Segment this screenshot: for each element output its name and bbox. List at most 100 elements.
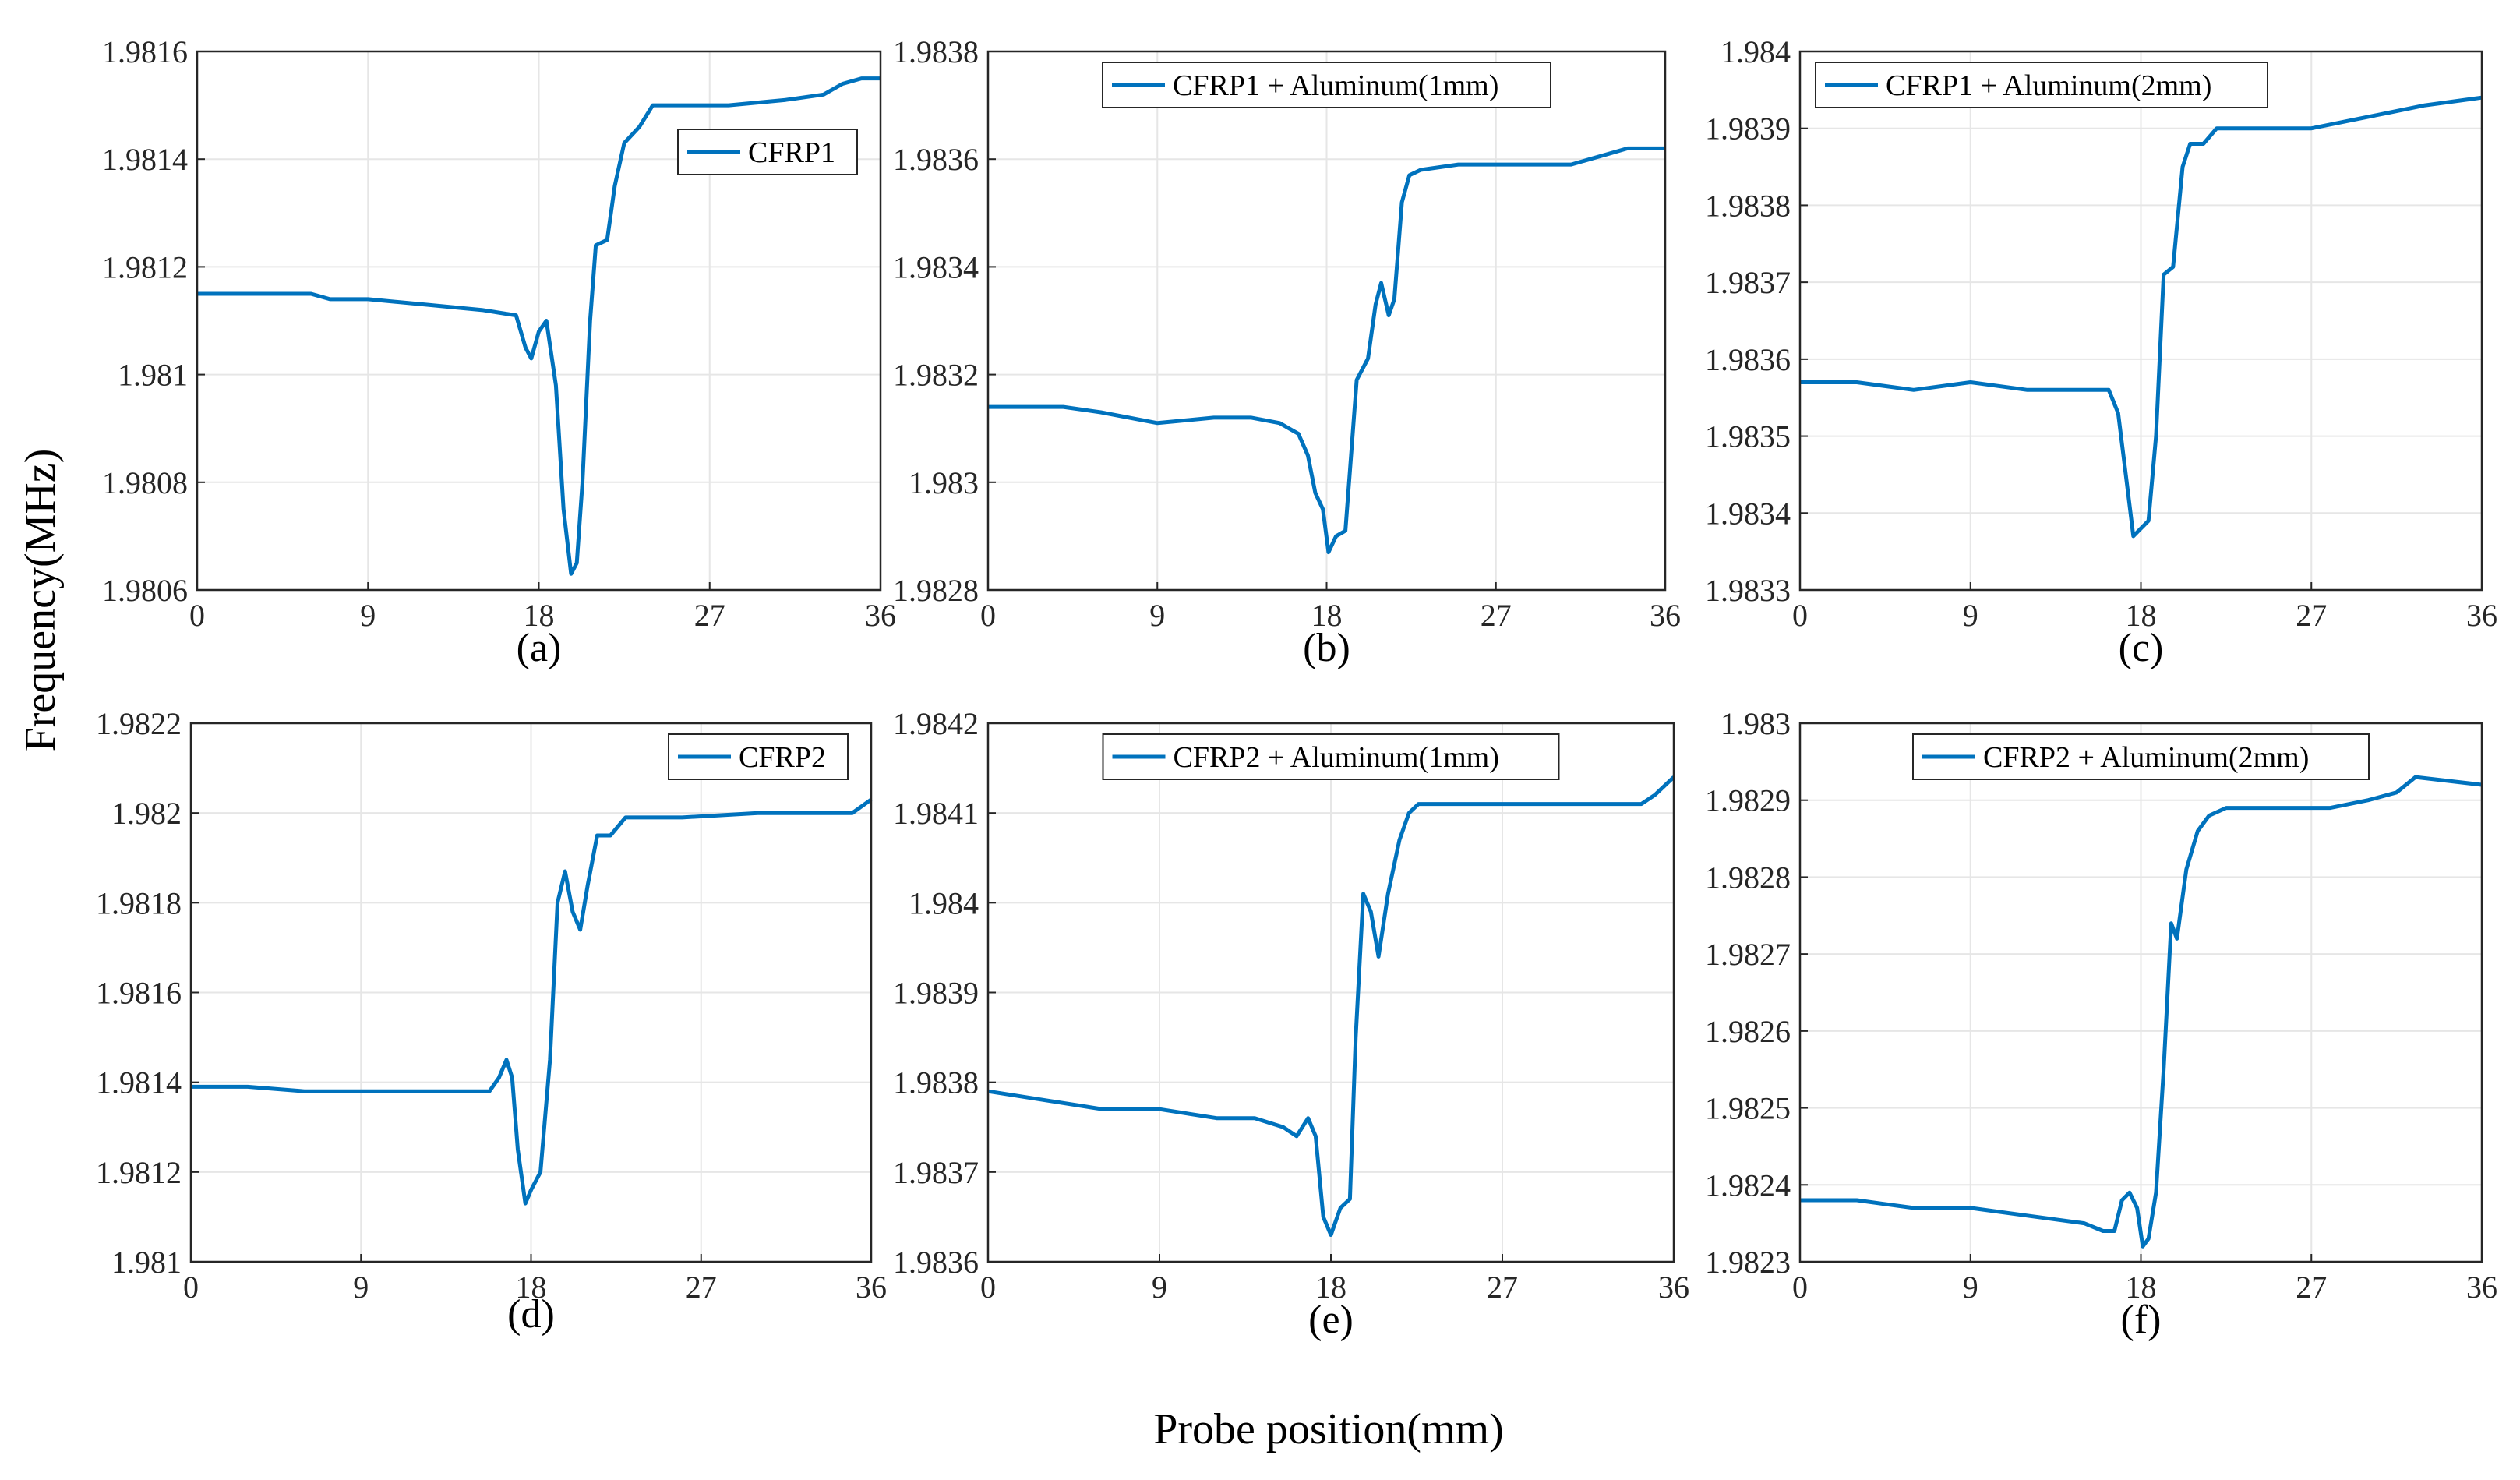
x-tick-label: 18 [516,1270,547,1305]
y-tick-label: 1.981 [118,358,188,393]
y-tick-label: 1.9808 [102,465,188,500]
x-tick-label: 18 [524,598,555,633]
legend: CFRP1 + Aluminum(1mm) [1102,62,1551,108]
x-tick-label: 18 [1311,598,1343,633]
y-tick-label: 1.9839 [893,976,979,1011]
y-tick-label: 1.983 [1721,706,1791,741]
x-tick-label: 27 [2296,1270,2327,1305]
x-tick-label: 9 [1152,1270,1167,1305]
x-tick-label: 9 [1149,598,1165,633]
x-tick-label: 27 [686,1270,717,1305]
legend-entry: CFRP2 + Aluminum(2mm) [1983,741,2309,774]
y-tick-label: 1.9812 [96,1155,182,1190]
y-tick-label: 1.9828 [1705,860,1791,895]
x-tick-label: 0 [183,1270,199,1305]
y-tick-label: 1.9838 [893,1065,979,1100]
y-tick-label: 1.9836 [1705,342,1791,377]
y-tick-label: 1.9823 [1705,1245,1791,1280]
legend-entry: CFRP1 + Aluminum(2mm) [1886,69,2211,102]
panel-a: 0 9 18 27 36 1.9806 1.9808 1.981 1.9812 1.9814 1.9… [102,34,896,670]
y-tick-label: 1.9841 [893,796,979,831]
y-tick-label: 1.9836 [893,1245,979,1280]
x-tick-label: 27 [694,598,725,633]
y-tick-label: 1.9814 [102,142,188,177]
panel-label: (e) [1308,1298,1354,1342]
y-tick-label: 1.984 [1721,34,1791,69]
legend: CFRP2 + Aluminum(2mm) [1912,733,2370,780]
y-tick-label: 1.984 [909,885,979,920]
y-tick-label: 1.9837 [1705,265,1791,300]
x-axis-title: Probe position(mm) [1153,1405,1504,1454]
y-tick-label: 1.9806 [102,573,188,608]
y-tick-label: 1.9826 [1705,1014,1791,1049]
y-tick-label: 1.9834 [1705,496,1791,531]
legend-entry: CFRP1 + Aluminum(1mm) [1173,69,1498,102]
y-tick-label: 1.982 [111,796,182,831]
y-tick-label: 1.9832 [893,358,979,393]
y-tick-label: 1.9838 [893,34,979,69]
x-tick-label: 36 [2466,598,2497,633]
x-tick-label: 0 [980,1270,996,1305]
y-tick-label: 1.983 [909,465,979,500]
panel-label: (f) [2121,1298,2162,1342]
y-tick-label: 1.9836 [893,142,979,177]
x-tick-label: 18 [1315,1270,1346,1305]
y-tick-label: 1.9816 [96,976,182,1011]
series-line [1800,95,2483,539]
panels: 0 9 18 27 36 1.9806 1.9808 1.981 1.9812 1.9814 1.9… [96,34,2497,1342]
series-line [191,797,873,1206]
x-tick-label: 36 [1650,598,1681,633]
y-tick-label: 1.9814 [96,1065,182,1100]
x-tick-label: 27 [1487,1270,1518,1305]
x-tick-label: 9 [1963,1270,1978,1305]
x-tick-label: 9 [360,598,376,633]
x-tick-label: 0 [1792,598,1808,633]
y-tick-label: 1.9822 [96,706,182,741]
y-tick-label: 1.9839 [1705,111,1791,147]
y-tick-label: 1.9818 [96,885,182,920]
y-tick-label: 1.9825 [1705,1091,1791,1126]
y-tick-label: 1.9828 [893,573,979,608]
series-line [197,76,881,576]
y-tick-label: 1.9834 [893,249,979,284]
y-tick-label: 1.9824 [1705,1167,1791,1203]
legend: CFRP2 [668,733,849,780]
legend-box [1815,62,2268,108]
panel-label: (d) [507,1292,555,1337]
y-tick-label: 1.9837 [893,1155,979,1190]
x-tick-label: 27 [1481,598,1512,633]
legend-entry: CFRP2 [739,741,826,774]
panel-d: 0 9 18 27 36 1.981 1.9812 1.9814 1.9816 1.9818 1.9… [96,706,887,1337]
legend-box [1102,733,1560,780]
x-tick-label: 36 [865,598,896,633]
series-line [1800,775,2483,1249]
panel-b: 0 9 18 27 36 1.9828 1.983 1.9832 1.9834 1.9836 1.9… [893,34,1681,670]
legend: CFRP2 + Aluminum(1mm) [1102,733,1560,780]
y-tick-label: 1.9829 [1705,783,1791,818]
x-tick-label: 27 [2296,598,2327,633]
x-tick-label: 0 [1792,1270,1808,1305]
legend-box [1102,62,1551,108]
x-tick-label: 9 [1963,598,1978,633]
series-line [988,146,1665,555]
x-tick-label: 36 [1658,1270,1689,1305]
y-tick-label: 1.9827 [1705,937,1791,972]
legend-entry: CFRP1 [748,136,835,169]
x-tick-label: 0 [980,598,996,633]
y-tick-label: 1.9833 [1705,573,1791,608]
y-tick-label: 1.9838 [1705,188,1791,223]
legend-box [1912,733,2370,780]
x-tick-label: 36 [2466,1270,2497,1305]
panel-c: 0 9 18 27 36 1.9833 1.9834 1.9835 1.9836 1.9837 1.… [1705,34,2497,670]
y-tick-label: 1.9812 [102,249,188,284]
series-line [987,775,1675,1237]
y-axis-title: Frequency(MHz) [16,449,65,752]
y-tick-label: 1.9816 [102,34,188,69]
y-tick-label: 1.981 [111,1245,182,1280]
panel-label: (a) [517,626,562,670]
x-tick-label: 18 [2126,598,2157,633]
y-tick-label: 1.9842 [893,706,979,741]
x-tick-label: 18 [2126,1270,2157,1305]
x-tick-label: 9 [353,1270,369,1305]
